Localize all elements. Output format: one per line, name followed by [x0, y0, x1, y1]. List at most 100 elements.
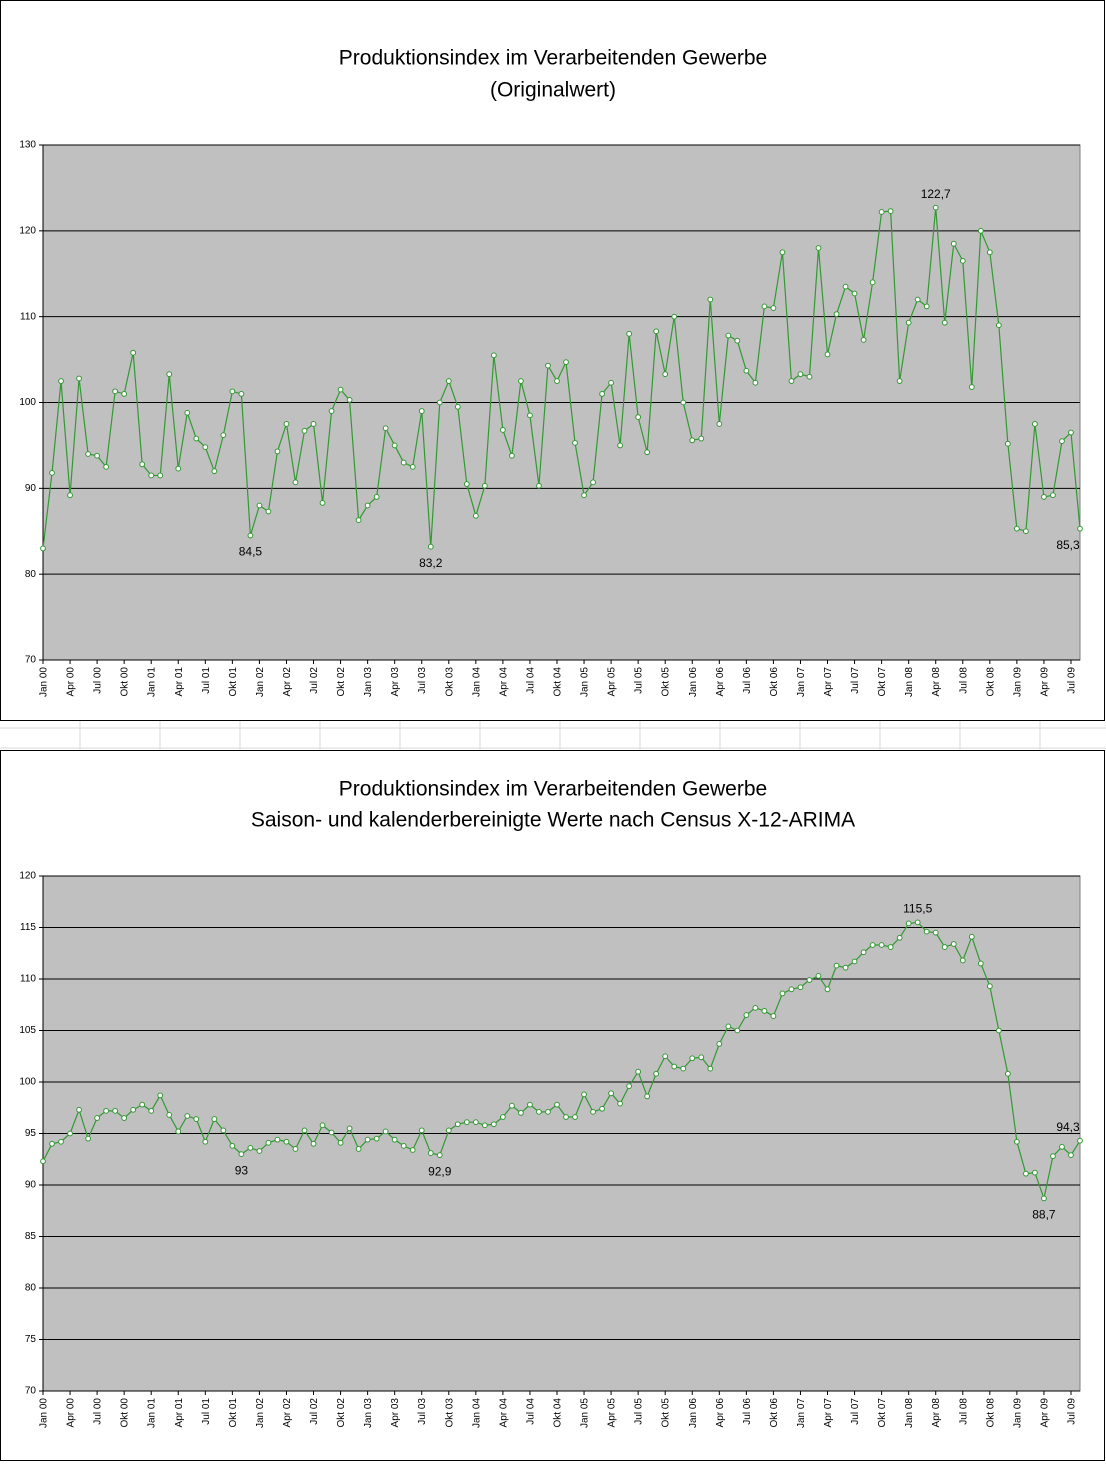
data-point [995, 322, 1002, 329]
data-point [76, 375, 82, 382]
x-tick-label: Apr 01 [174, 667, 185, 697]
data-point [734, 337, 741, 344]
y-tick-label: 80 [25, 569, 37, 580]
data-point [274, 448, 281, 455]
data-point [518, 378, 524, 384]
y-tick-label: 75 [25, 1334, 37, 1345]
data-point [427, 1150, 434, 1156]
data-point [599, 391, 605, 397]
chart-title: Produktionsindex im Verarbeitenden Gewer… [339, 47, 767, 70]
data-point [878, 209, 885, 215]
x-tick-label: Jul 05 [634, 667, 645, 694]
data-point [563, 1114, 569, 1120]
data-point [743, 367, 750, 374]
x-tick-label: Okt 00 [120, 667, 131, 697]
data-point [1077, 1137, 1083, 1144]
data-point [788, 986, 795, 993]
data-point [112, 388, 119, 395]
x-tick-label: Jul 09 [1066, 667, 1077, 694]
x-tick-label: Okt 00 [120, 1398, 131, 1428]
data-point [418, 408, 425, 414]
data-point [400, 1142, 407, 1149]
spreadsheet-grid [0, 720, 1106, 750]
data-label: 122,7 [921, 187, 951, 201]
x-tick-label: Jan 04 [471, 1398, 482, 1428]
data-point [644, 1093, 651, 1100]
data-point [121, 391, 128, 397]
data-point [887, 944, 894, 950]
data-label: 92,9 [428, 1164, 452, 1178]
y-tick-label: 80 [25, 1283, 37, 1294]
data-point [40, 1158, 46, 1165]
data-point [635, 414, 642, 420]
data-point [680, 1065, 687, 1072]
data-point [608, 1090, 614, 1097]
data-point [256, 502, 263, 509]
data-point [67, 492, 73, 499]
x-tick-label: Apr 02 [282, 667, 293, 697]
data-point [346, 1125, 353, 1132]
data-point [644, 449, 651, 456]
x-tick-label: Apr 06 [715, 1398, 726, 1428]
data-point [536, 482, 542, 489]
x-tick-label: Apr 03 [390, 1398, 401, 1428]
data-point [499, 1114, 506, 1120]
x-tick-label: Okt 07 [877, 667, 888, 697]
data-point [238, 1151, 245, 1157]
data-point [1022, 1170, 1029, 1177]
data-line [42, 207, 1081, 549]
y-tick-label: 115 [20, 922, 36, 933]
data-point [716, 421, 723, 427]
data-point [1013, 1138, 1020, 1145]
x-tick-label: Okt 04 [552, 667, 563, 697]
data-point [220, 432, 227, 439]
data-point [581, 1091, 587, 1098]
data-point [761, 1008, 768, 1014]
data-point [256, 1148, 263, 1154]
y-tick-label: 120 [19, 871, 36, 882]
y-tick-label: 105 [19, 1025, 36, 1036]
data-point [509, 452, 515, 459]
data-point [968, 384, 975, 390]
data-point [572, 439, 578, 446]
x-tick-label: Apr 05 [607, 667, 618, 697]
data-point [85, 451, 91, 457]
data-point [436, 399, 443, 406]
x-tick-label: Apr 04 [498, 1398, 509, 1428]
data-point [94, 1115, 101, 1121]
data-point [418, 1127, 425, 1134]
data-point [626, 1083, 633, 1090]
x-tick-label: Okt 07 [877, 1398, 888, 1428]
data-point [49, 1140, 55, 1147]
data-point [959, 957, 966, 964]
data-point [346, 397, 353, 403]
data-point [157, 472, 164, 479]
data-point [373, 494, 380, 500]
data-point [301, 1127, 308, 1134]
data-point [707, 1065, 714, 1072]
data-point [941, 944, 948, 950]
data-point [752, 1004, 759, 1011]
x-tick-label: Okt 01 [228, 667, 239, 697]
x-tick-label: Jan 05 [580, 1398, 591, 1428]
data-point [1032, 1169, 1038, 1176]
x-tick-label: Jul 06 [742, 1398, 753, 1425]
data-point [472, 1119, 479, 1126]
data-point [220, 1127, 227, 1134]
data-point [842, 283, 849, 290]
data-point [85, 1135, 91, 1142]
data-point [355, 517, 362, 523]
data-point [454, 403, 461, 410]
data-point [860, 336, 867, 343]
data-point [905, 319, 912, 326]
data-point [184, 409, 191, 416]
data-point [328, 1129, 335, 1136]
data-point [238, 391, 245, 397]
x-tick-label: Apr 04 [498, 667, 509, 697]
data-point [265, 508, 272, 515]
x-tick-label: Okt 03 [444, 667, 455, 697]
data-point [490, 352, 497, 359]
x-tick-label: Okt 05 [661, 667, 672, 697]
data-point [121, 1115, 128, 1121]
data-point [680, 399, 687, 406]
